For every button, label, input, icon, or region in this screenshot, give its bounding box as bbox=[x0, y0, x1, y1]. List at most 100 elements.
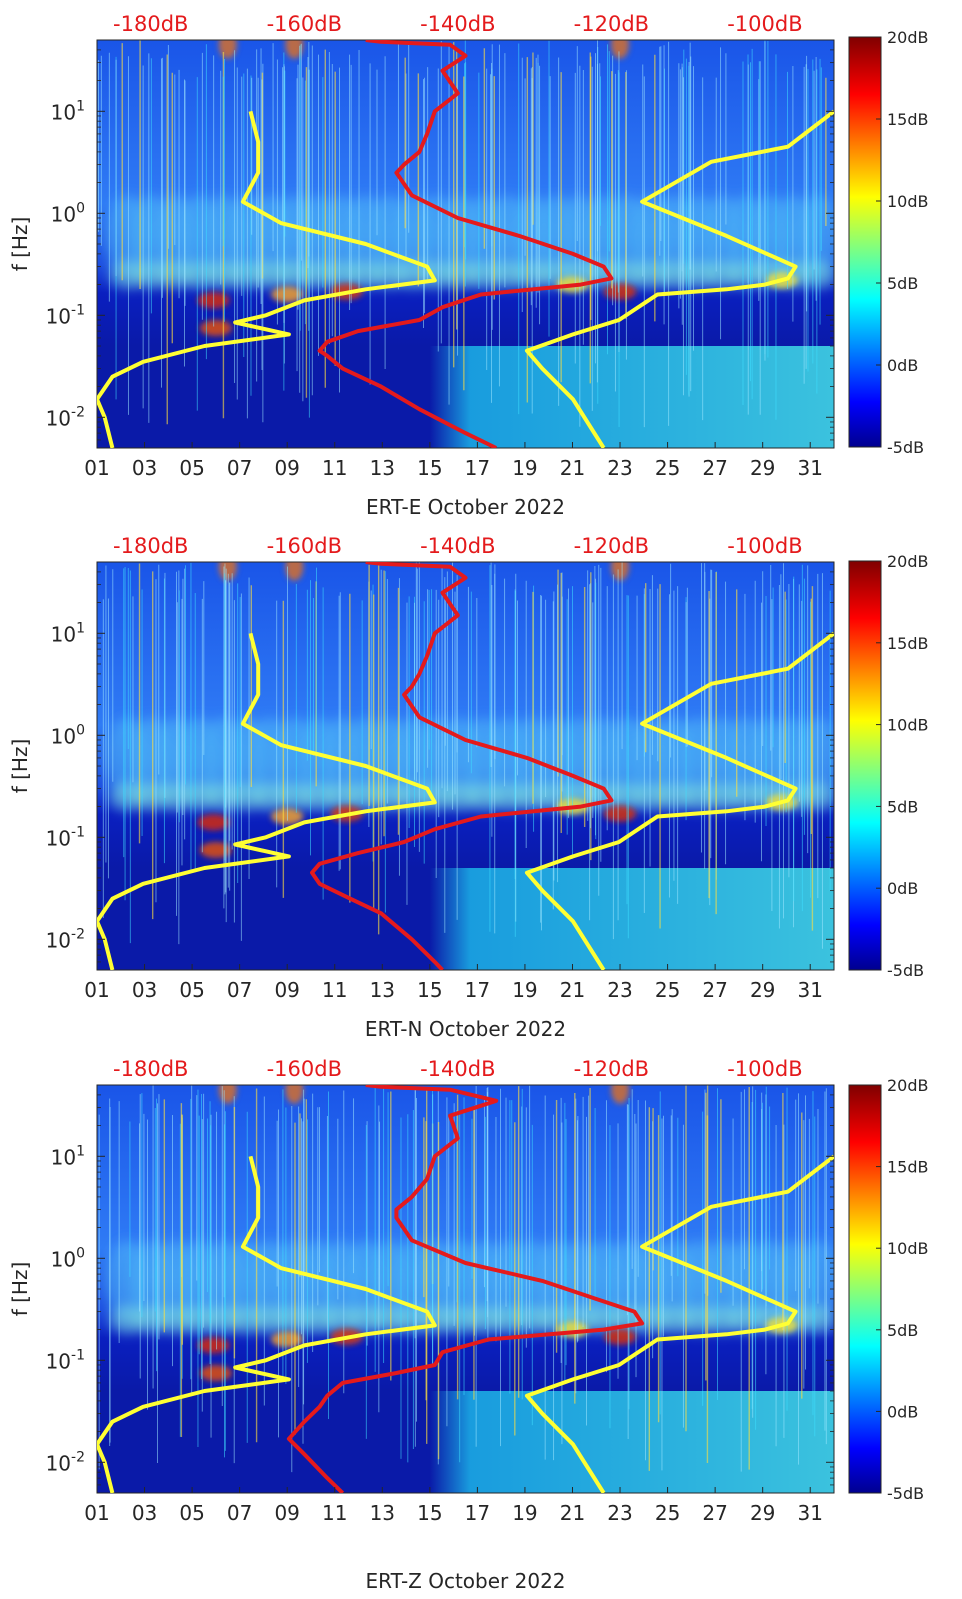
y-axis-label: f [Hz] bbox=[8, 1262, 32, 1317]
top-db-tick-label: -140dB bbox=[420, 534, 495, 558]
noise-model-curve-yellow bbox=[524, 1154, 834, 1493]
colorbar-tick-label: -5dB bbox=[887, 961, 924, 980]
x-tick-label: 25 bbox=[655, 456, 680, 480]
x-tick-label: 11 bbox=[322, 978, 347, 1002]
x-tick-label: 07 bbox=[227, 1501, 252, 1525]
y-tick-label: 10-1 bbox=[46, 824, 85, 850]
x-tick-label: 01 bbox=[84, 456, 109, 480]
x-tick-label: 21 bbox=[560, 456, 585, 480]
x-tick-label: 25 bbox=[655, 1501, 680, 1525]
colorbar-tick-label: -5dB bbox=[887, 1484, 924, 1503]
colorbar-tick-label: 20dB bbox=[887, 1076, 929, 1095]
noise-model-curve-yellow bbox=[97, 1155, 437, 1493]
x-tick-label: 23 bbox=[607, 978, 632, 1002]
y-tick-label: 100 bbox=[51, 1245, 85, 1271]
y-axis-label: f [Hz] bbox=[8, 739, 32, 794]
x-tick-label: 15 bbox=[417, 1501, 442, 1525]
x-tick-label: 05 bbox=[179, 456, 204, 480]
top-db-tick-label: -160dB bbox=[267, 1057, 342, 1081]
top-db-tick-label: -180dB bbox=[113, 1057, 188, 1081]
colorbar-tick-label: 10dB bbox=[887, 192, 929, 211]
x-tick-label: 27 bbox=[702, 456, 727, 480]
x-tick-label: 11 bbox=[322, 456, 347, 480]
x-tick-label: 03 bbox=[132, 1501, 157, 1525]
x-tick-label: 31 bbox=[797, 978, 822, 1002]
spectrogram-panel: 01 03 05 07 09 11 13 15 17 19 21 23 25 27 29 31 10-2 10-1… bbox=[8, 1057, 929, 1593]
y-tick-label: 101 bbox=[51, 98, 85, 124]
x-tick-label: 09 bbox=[274, 1501, 299, 1525]
x-axis-label: ERT-E October 2022 bbox=[366, 495, 565, 519]
top-db-tick-label: -140dB bbox=[420, 1057, 495, 1081]
colorbar-tick-label: 5dB bbox=[887, 274, 918, 293]
x-tick-label: 23 bbox=[607, 456, 632, 480]
x-tick-label: 03 bbox=[132, 456, 157, 480]
top-db-tick-label: -160dB bbox=[267, 12, 342, 36]
x-tick-label: 31 bbox=[797, 1501, 822, 1525]
top-db-tick-label: -160dB bbox=[267, 534, 342, 558]
x-tick-label: 29 bbox=[750, 456, 775, 480]
x-tick-label: 09 bbox=[274, 978, 299, 1002]
colorbar-tick-label: 0dB bbox=[887, 879, 918, 898]
x-tick-label: 15 bbox=[417, 978, 442, 1002]
y-tick-label: 10-2 bbox=[46, 1449, 85, 1475]
x-tick-label: 21 bbox=[560, 978, 585, 1002]
top-db-tick-label: -100dB bbox=[727, 534, 802, 558]
x-tick-label: 17 bbox=[465, 456, 490, 480]
x-tick-label: 15 bbox=[417, 456, 442, 480]
x-tick-label: 19 bbox=[512, 978, 537, 1002]
x-tick-label: 21 bbox=[560, 1501, 585, 1525]
x-tick-label: 07 bbox=[227, 978, 252, 1002]
x-tick-label: 19 bbox=[512, 456, 537, 480]
y-tick-label: 10-2 bbox=[46, 404, 85, 430]
x-tick-label: 11 bbox=[322, 1501, 347, 1525]
noise-model-curve-yellow bbox=[524, 109, 834, 448]
y-tick-label: 10-1 bbox=[46, 302, 85, 328]
y-axis-label: f [Hz] bbox=[8, 217, 32, 272]
x-tick-label: 13 bbox=[370, 978, 395, 1002]
y-tick-label: 10-2 bbox=[46, 926, 85, 952]
y-tick-label: 101 bbox=[51, 1143, 85, 1169]
x-axis-label: ERT-Z October 2022 bbox=[365, 1569, 565, 1593]
colorbar bbox=[848, 1084, 882, 1494]
x-tick-label: 27 bbox=[702, 1501, 727, 1525]
y-tick-label: 10-1 bbox=[46, 1347, 85, 1373]
colorbar-tick-label: 15dB bbox=[887, 110, 929, 129]
top-db-tick-label: -120dB bbox=[574, 534, 649, 558]
colorbar-tick-label: 10dB bbox=[887, 1239, 929, 1258]
noise-model-curve-yellow bbox=[97, 632, 437, 970]
x-tick-label: 23 bbox=[607, 1501, 632, 1525]
y-tick-label: 101 bbox=[51, 620, 85, 646]
colorbar-tick-label: 20dB bbox=[887, 28, 929, 47]
noise-model-curve-yellow bbox=[97, 110, 437, 448]
y-tick-label: 100 bbox=[51, 200, 85, 226]
colorbar bbox=[848, 560, 882, 971]
spectrogram-panel: 01 03 05 07 09 11 13 15 17 19 21 23 25 27 29 31 10-2 10-1… bbox=[8, 12, 929, 519]
x-tick-label: 05 bbox=[179, 1501, 204, 1525]
top-db-tick-label: -180dB bbox=[113, 12, 188, 36]
top-db-tick-label: -120dB bbox=[574, 1057, 649, 1081]
x-tick-label: 13 bbox=[370, 456, 395, 480]
x-tick-label: 29 bbox=[750, 1501, 775, 1525]
spectrogram-image bbox=[97, 1085, 834, 1493]
x-tick-label: 03 bbox=[132, 978, 157, 1002]
x-tick-label: 13 bbox=[370, 1501, 395, 1525]
x-axis-label: ERT-N October 2022 bbox=[365, 1017, 566, 1041]
spectrogram-image bbox=[97, 562, 834, 970]
top-db-tick-label: -140dB bbox=[420, 12, 495, 36]
y-tick-label: 100 bbox=[51, 722, 85, 748]
colorbar-tick-label: 5dB bbox=[887, 1321, 918, 1340]
x-tick-label: 17 bbox=[465, 978, 490, 1002]
x-tick-label: 19 bbox=[512, 1501, 537, 1525]
panels-group: 01 03 05 07 09 11 13 15 17 19 21 23 25 27 29 31 10-2 10-1… bbox=[8, 12, 929, 1593]
x-tick-label: 31 bbox=[797, 456, 822, 480]
colorbar-tick-label: 0dB bbox=[887, 1402, 918, 1421]
colorbar-tick-label: 10dB bbox=[887, 716, 929, 735]
noise-model-curve-red bbox=[310, 562, 614, 970]
noise-model-curve-red bbox=[317, 40, 614, 448]
x-tick-label: 01 bbox=[84, 978, 109, 1002]
spectrogram-panel: 01 03 05 07 09 11 13 15 17 19 21 23 25 27 29 31 10-2 10-1… bbox=[8, 534, 929, 1041]
x-tick-label: 25 bbox=[655, 978, 680, 1002]
colorbar-tick-label: 20dB bbox=[887, 552, 929, 571]
spectrogram-image bbox=[97, 40, 834, 448]
